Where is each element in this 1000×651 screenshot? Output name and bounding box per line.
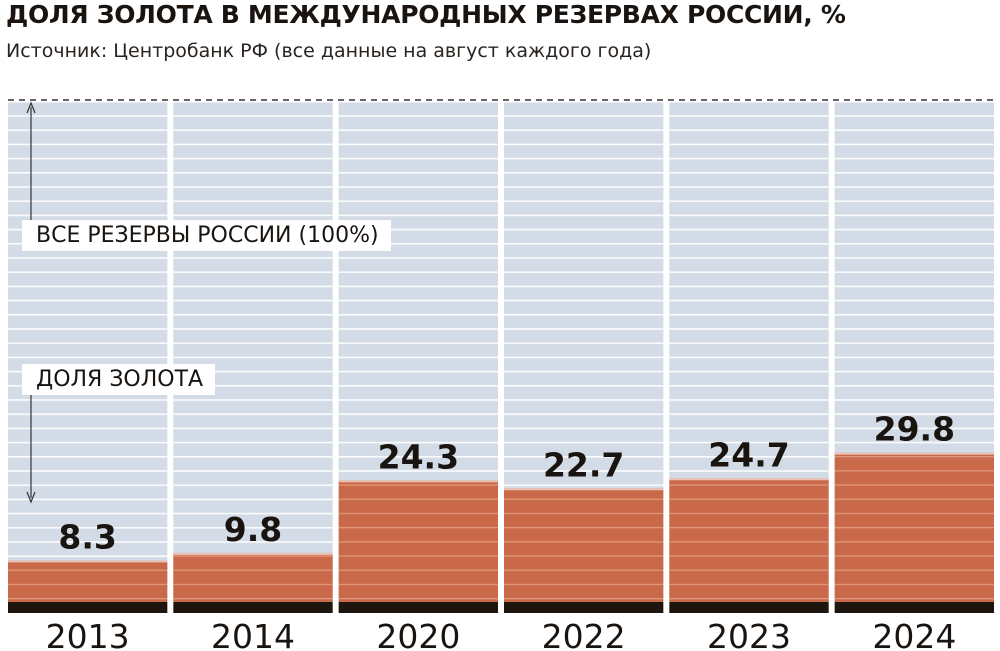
x-tick-label: 2013 xyxy=(46,617,130,651)
data-label: 24.7 xyxy=(708,435,789,474)
gold-bar-edge xyxy=(338,480,498,483)
x-tick-label: 2024 xyxy=(872,617,956,651)
x-tick-label: 2020 xyxy=(376,617,460,651)
base-strip xyxy=(173,602,333,613)
gold-bar-edge xyxy=(504,488,664,491)
base-strip xyxy=(834,602,994,613)
data-label: 22.7 xyxy=(543,445,624,484)
data-label: 8.3 xyxy=(58,517,116,556)
gold-bar-edge xyxy=(8,560,168,563)
total-reserves-label: ВСЕ РЕЗЕРВЫ РОССИИ (100%) xyxy=(22,220,391,251)
gold-bar-stripes xyxy=(834,452,994,602)
gold-bar-edge xyxy=(834,452,994,455)
x-tick-label: 2014 xyxy=(211,617,295,651)
data-label: 24.3 xyxy=(378,437,459,476)
gold-bar-stripes xyxy=(8,560,168,602)
gold-bar-stripes xyxy=(173,552,333,602)
base-strip xyxy=(338,602,498,613)
data-label: 29.8 xyxy=(874,410,955,449)
base-strip xyxy=(669,602,829,613)
chart-subtitle: Источник: Центробанк РФ (все данные на а… xyxy=(6,40,652,62)
gold-share-label: ДОЛЯ ЗОЛОТА xyxy=(22,364,216,395)
x-tick-label: 2022 xyxy=(542,617,626,651)
arrow-head-down xyxy=(26,491,36,504)
chart-title: ДОЛЯ ЗОЛОТА В МЕЖДУНАРОДНЫХ РЕЗЕРВАХ РОС… xyxy=(6,0,846,29)
gold-bar-stripes xyxy=(504,488,664,602)
gold-bar-stripes xyxy=(669,478,829,602)
x-tick-label: 2023 xyxy=(707,617,791,651)
base-strip xyxy=(8,602,168,613)
reserve-bar-stripes xyxy=(173,101,333,602)
gold-bar-edge xyxy=(173,552,333,555)
base-strip xyxy=(504,602,664,613)
data-label: 9.8 xyxy=(224,510,282,549)
arrow-head-up xyxy=(26,101,36,114)
gold-bar-stripes xyxy=(338,480,498,602)
gold-bar-edge xyxy=(669,478,829,481)
reserve-bar-stripes xyxy=(8,101,168,602)
